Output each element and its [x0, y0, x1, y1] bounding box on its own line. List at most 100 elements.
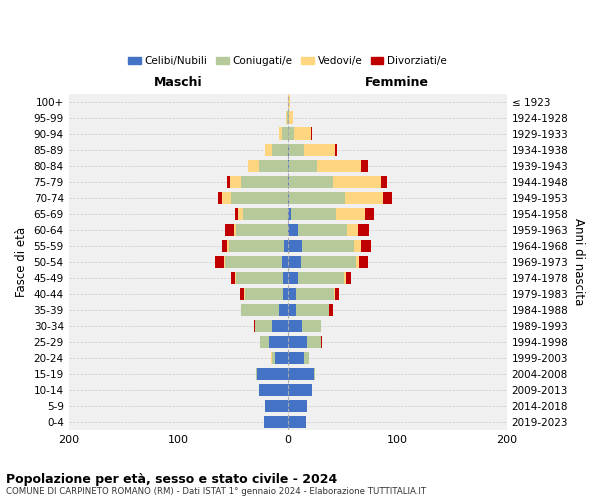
Bar	[336, 208, 365, 220]
Bar	[365, 208, 374, 220]
Bar	[287, 304, 296, 316]
Bar	[287, 96, 290, 108]
Bar	[255, 320, 272, 332]
Bar	[289, 144, 304, 156]
Bar	[287, 112, 289, 124]
Bar	[227, 176, 230, 188]
Bar	[287, 320, 302, 332]
Bar	[215, 256, 224, 268]
Bar	[304, 144, 335, 156]
Bar	[287, 160, 289, 172]
Bar	[235, 208, 238, 220]
Bar	[289, 192, 344, 204]
Bar	[287, 368, 314, 380]
Bar	[294, 128, 311, 140]
Bar	[298, 224, 347, 236]
Bar	[317, 160, 361, 172]
Bar	[344, 272, 346, 284]
Bar	[287, 272, 298, 284]
Y-axis label: Fasce di età: Fasce di età	[15, 227, 28, 297]
Bar	[287, 256, 301, 268]
Bar	[282, 128, 287, 140]
Bar	[347, 224, 358, 236]
Bar	[229, 240, 284, 252]
Bar	[241, 176, 287, 188]
Bar	[236, 272, 283, 284]
Bar	[254, 320, 255, 332]
Bar	[231, 192, 287, 204]
Bar	[296, 304, 329, 316]
Bar	[282, 256, 287, 268]
Bar	[356, 256, 359, 268]
Bar	[332, 176, 381, 188]
Bar	[244, 288, 245, 300]
Bar	[265, 144, 272, 156]
Bar	[259, 384, 287, 396]
Bar	[287, 288, 296, 300]
Bar	[243, 208, 287, 220]
Bar	[287, 240, 302, 252]
Bar	[289, 160, 317, 172]
Bar	[271, 352, 272, 364]
Bar	[335, 288, 339, 300]
Bar	[275, 352, 287, 364]
Bar	[289, 112, 293, 124]
Bar	[234, 224, 236, 236]
Bar	[286, 112, 287, 124]
Bar	[302, 240, 355, 252]
Bar	[355, 240, 361, 252]
Bar	[230, 176, 241, 188]
Bar	[346, 272, 351, 284]
Bar	[227, 240, 229, 252]
Bar	[257, 368, 287, 380]
Bar	[287, 416, 307, 428]
Bar	[260, 336, 269, 348]
Bar	[304, 352, 308, 364]
Bar	[279, 128, 282, 140]
Bar	[329, 304, 332, 316]
Bar	[279, 304, 287, 316]
Y-axis label: Anni di nascita: Anni di nascita	[572, 218, 585, 306]
Bar	[334, 288, 335, 300]
Bar	[259, 160, 287, 172]
Bar	[302, 320, 320, 332]
Bar	[383, 192, 392, 204]
Bar	[256, 368, 257, 380]
Bar	[238, 208, 243, 220]
Bar	[283, 288, 287, 300]
Bar	[320, 336, 322, 348]
Text: Maschi: Maschi	[154, 76, 202, 89]
Bar	[265, 400, 287, 412]
Bar	[287, 400, 307, 412]
Bar	[235, 272, 236, 284]
Bar	[287, 192, 289, 204]
Bar	[225, 224, 234, 236]
Bar	[359, 256, 368, 268]
Bar	[335, 144, 337, 156]
Bar	[239, 288, 244, 300]
Bar	[301, 256, 356, 268]
Bar	[241, 304, 279, 316]
Bar	[236, 224, 287, 236]
Bar	[287, 176, 289, 188]
Bar	[358, 224, 369, 236]
Bar	[314, 368, 315, 380]
Bar	[307, 336, 320, 348]
Bar	[245, 288, 283, 300]
Bar	[224, 256, 225, 268]
Bar	[287, 336, 307, 348]
Bar	[289, 176, 332, 188]
Bar	[287, 224, 298, 236]
Bar	[296, 288, 334, 300]
Bar	[225, 256, 282, 268]
Bar	[272, 320, 287, 332]
Bar	[291, 208, 336, 220]
Text: COMUNE DI CARPINETO ROMANO (RM) - Dati ISTAT 1° gennaio 2024 - Elaborazione TUTT: COMUNE DI CARPINETO ROMANO (RM) - Dati I…	[6, 488, 426, 496]
Legend: Celibi/Nubili, Coniugati/e, Vedovi/e, Divorziati/e: Celibi/Nubili, Coniugati/e, Vedovi/e, Di…	[124, 52, 451, 70]
Bar	[272, 144, 287, 156]
Bar	[218, 192, 222, 204]
Bar	[222, 240, 227, 252]
Bar	[311, 128, 312, 140]
Bar	[248, 160, 259, 172]
Bar	[287, 144, 289, 156]
